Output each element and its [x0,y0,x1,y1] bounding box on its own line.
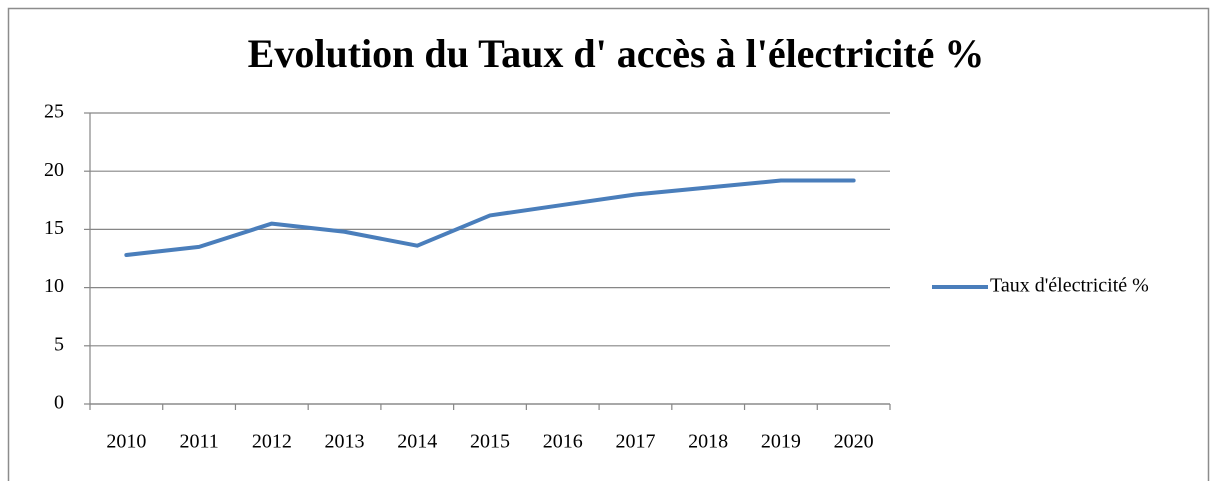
x-tick-label: 2019 [761,431,801,453]
y-tick-label: 10 [44,275,64,297]
x-tick-label: 2012 [252,431,292,453]
x-tick-label: 2011 [179,431,218,453]
x-tick-label: 2020 [834,431,874,453]
x-tick-label: 2014 [397,431,437,453]
x-tick-label: 2010 [106,431,146,453]
data-line [124,178,856,258]
y-tick-label: 15 [44,217,64,239]
chart-frame [7,7,1210,481]
y-tick-label: 0 [54,392,64,414]
y-tick-label: 25 [44,101,64,123]
legend-label: Taux d'électricité % [990,275,1149,297]
x-tick-label: 2013 [325,431,365,453]
y-tick-label: 5 [54,333,64,355]
chart-title: Evolution du Taux d' accès à l'électrici… [248,31,985,76]
x-tick-label: 2015 [470,431,510,453]
x-tick-label: 2017 [615,431,655,453]
y-tick-label: 20 [44,159,64,181]
x-tick-label: 2016 [543,431,583,453]
x-tick-label: 2018 [688,431,728,453]
